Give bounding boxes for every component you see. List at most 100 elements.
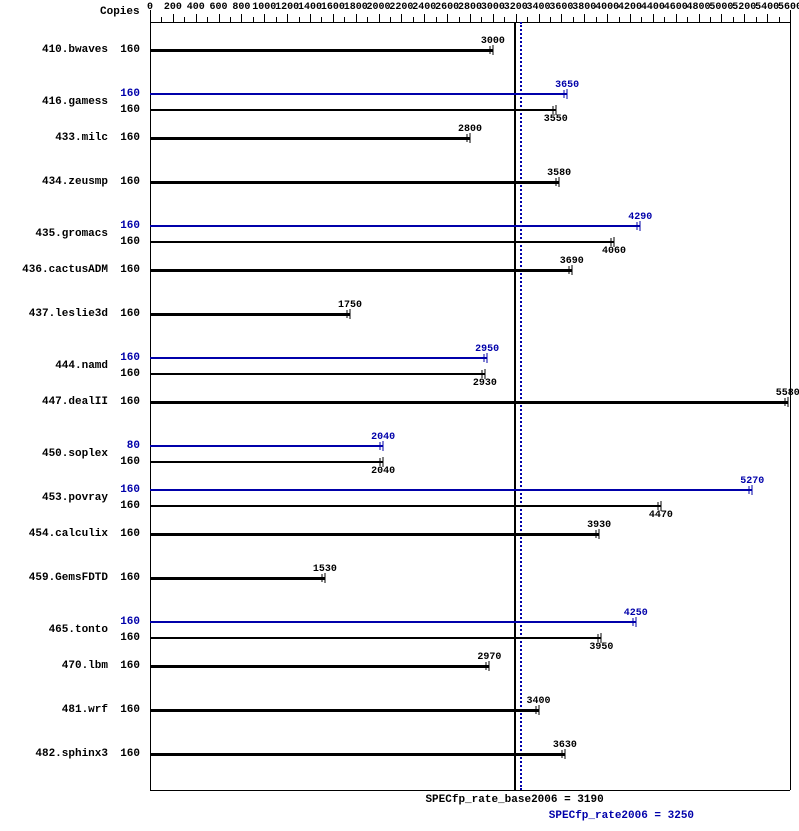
axis-line (150, 22, 790, 23)
result-bar (150, 533, 599, 536)
result-bar (150, 621, 636, 623)
copies-value: 80 (110, 440, 140, 452)
copies-value: 160 (110, 528, 140, 540)
axis-tick (276, 17, 277, 22)
axis-tick (733, 17, 734, 22)
axis-tick (356, 14, 357, 22)
axis-tick-label: 3400 (527, 2, 551, 13)
axis-tick (687, 17, 688, 22)
axis-tick (436, 17, 437, 22)
axis-tick-label: 1600 (321, 2, 345, 13)
copies-value: 160 (110, 44, 140, 56)
bar-value-label: 4250 (624, 608, 648, 619)
axis-tick (413, 17, 414, 22)
axis-tick (344, 17, 345, 22)
axis-tick (219, 14, 220, 22)
bar-cap (596, 530, 597, 538)
axis-tick-label: 3600 (549, 2, 573, 13)
bar-value-label: 4470 (649, 510, 673, 521)
bar-value-label: 2040 (371, 466, 395, 477)
result-bar (150, 461, 383, 463)
axis-tick-label: 2200 (389, 2, 413, 13)
axis-tick-label: 1200 (275, 2, 299, 13)
copies-value: 160 (110, 396, 140, 408)
bar-cap (321, 574, 322, 582)
axis-tick (584, 14, 585, 22)
copies-value: 160 (110, 132, 140, 144)
benchmark-name: 437.leslie3d (0, 308, 108, 320)
axis-tick-label: 3800 (572, 2, 596, 13)
bar-cap (561, 750, 562, 758)
bar-value-label: 3580 (547, 168, 571, 179)
axis-tick-label: 1800 (344, 2, 368, 13)
axis-tick (561, 14, 562, 22)
copies-value: 160 (110, 704, 140, 716)
axis-tick (721, 14, 722, 22)
bar-value-label: 1530 (313, 564, 337, 575)
copies-value: 160 (110, 660, 140, 672)
bar-value-label: 4290 (628, 212, 652, 223)
copies-value: 160 (110, 220, 140, 232)
bar-value-label: 3550 (544, 114, 568, 125)
benchmark-name: 410.bwaves (0, 44, 108, 56)
copies-header: Copies (100, 6, 140, 18)
axis-tick-label: 5200 (732, 2, 756, 13)
bar-cap (380, 442, 381, 450)
axis-tick (173, 14, 174, 22)
bar-cap (380, 458, 381, 466)
axis-tick (767, 14, 768, 22)
axis-tick-label: 0 (147, 2, 153, 13)
ref-line-peak (520, 22, 522, 790)
axis-tick (504, 17, 505, 22)
axis-tick (516, 14, 517, 22)
result-bar (150, 313, 350, 316)
axis-tick (550, 17, 551, 22)
result-bar (150, 269, 572, 272)
bar-cap (568, 266, 569, 274)
axis-tick (779, 17, 780, 22)
result-bar (150, 577, 325, 580)
axis-tick (607, 14, 608, 22)
axis-tick (539, 14, 540, 22)
axis-tick (573, 17, 574, 22)
result-bar (150, 505, 661, 507)
bar-cap (637, 222, 638, 230)
axis-tick (367, 17, 368, 22)
axis-tick (481, 17, 482, 22)
bar-value-label: 2950 (475, 344, 499, 355)
bar-cap (535, 706, 536, 714)
axis-bottom-line (150, 790, 790, 791)
benchmark-name: 459.GemsFDTD (0, 572, 108, 584)
benchmark-name: 481.wrf (0, 704, 108, 716)
axis-right-border (790, 22, 791, 790)
bar-cap (467, 134, 468, 142)
benchmark-name: 436.cactusADM (0, 264, 108, 276)
benchmark-name: 470.lbm (0, 660, 108, 672)
result-bar (150, 241, 614, 243)
bar-value-label: 5580 (776, 388, 799, 399)
axis-tick (264, 14, 265, 22)
bar-value-label: 5270 (740, 476, 764, 487)
bar-value-label: 2800 (458, 124, 482, 135)
result-bar (150, 93, 567, 95)
axis-tick-label: 2000 (367, 2, 391, 13)
axis-tick (619, 17, 620, 22)
result-bar (150, 225, 640, 227)
axis-tick (196, 14, 197, 22)
axis-tick-label: 3200 (504, 2, 528, 13)
benchmark-name: 454.calculix (0, 528, 108, 540)
benchmark-name: 433.milc (0, 132, 108, 144)
bar-cap (484, 354, 485, 362)
axis-tick (424, 14, 425, 22)
bar-value-label: 2970 (477, 652, 501, 663)
axis-tick-label: 1000 (252, 2, 276, 13)
axis-tick-label: 800 (232, 2, 250, 13)
axis-tick-label: 4000 (595, 2, 619, 13)
result-bar (150, 637, 601, 639)
result-bar (150, 373, 485, 375)
axis-tick-label: 5600 (778, 2, 799, 13)
axis-tick (744, 14, 745, 22)
axis-tick-label: 2400 (412, 2, 436, 13)
axis-tick (184, 17, 185, 22)
axis-tick (401, 14, 402, 22)
